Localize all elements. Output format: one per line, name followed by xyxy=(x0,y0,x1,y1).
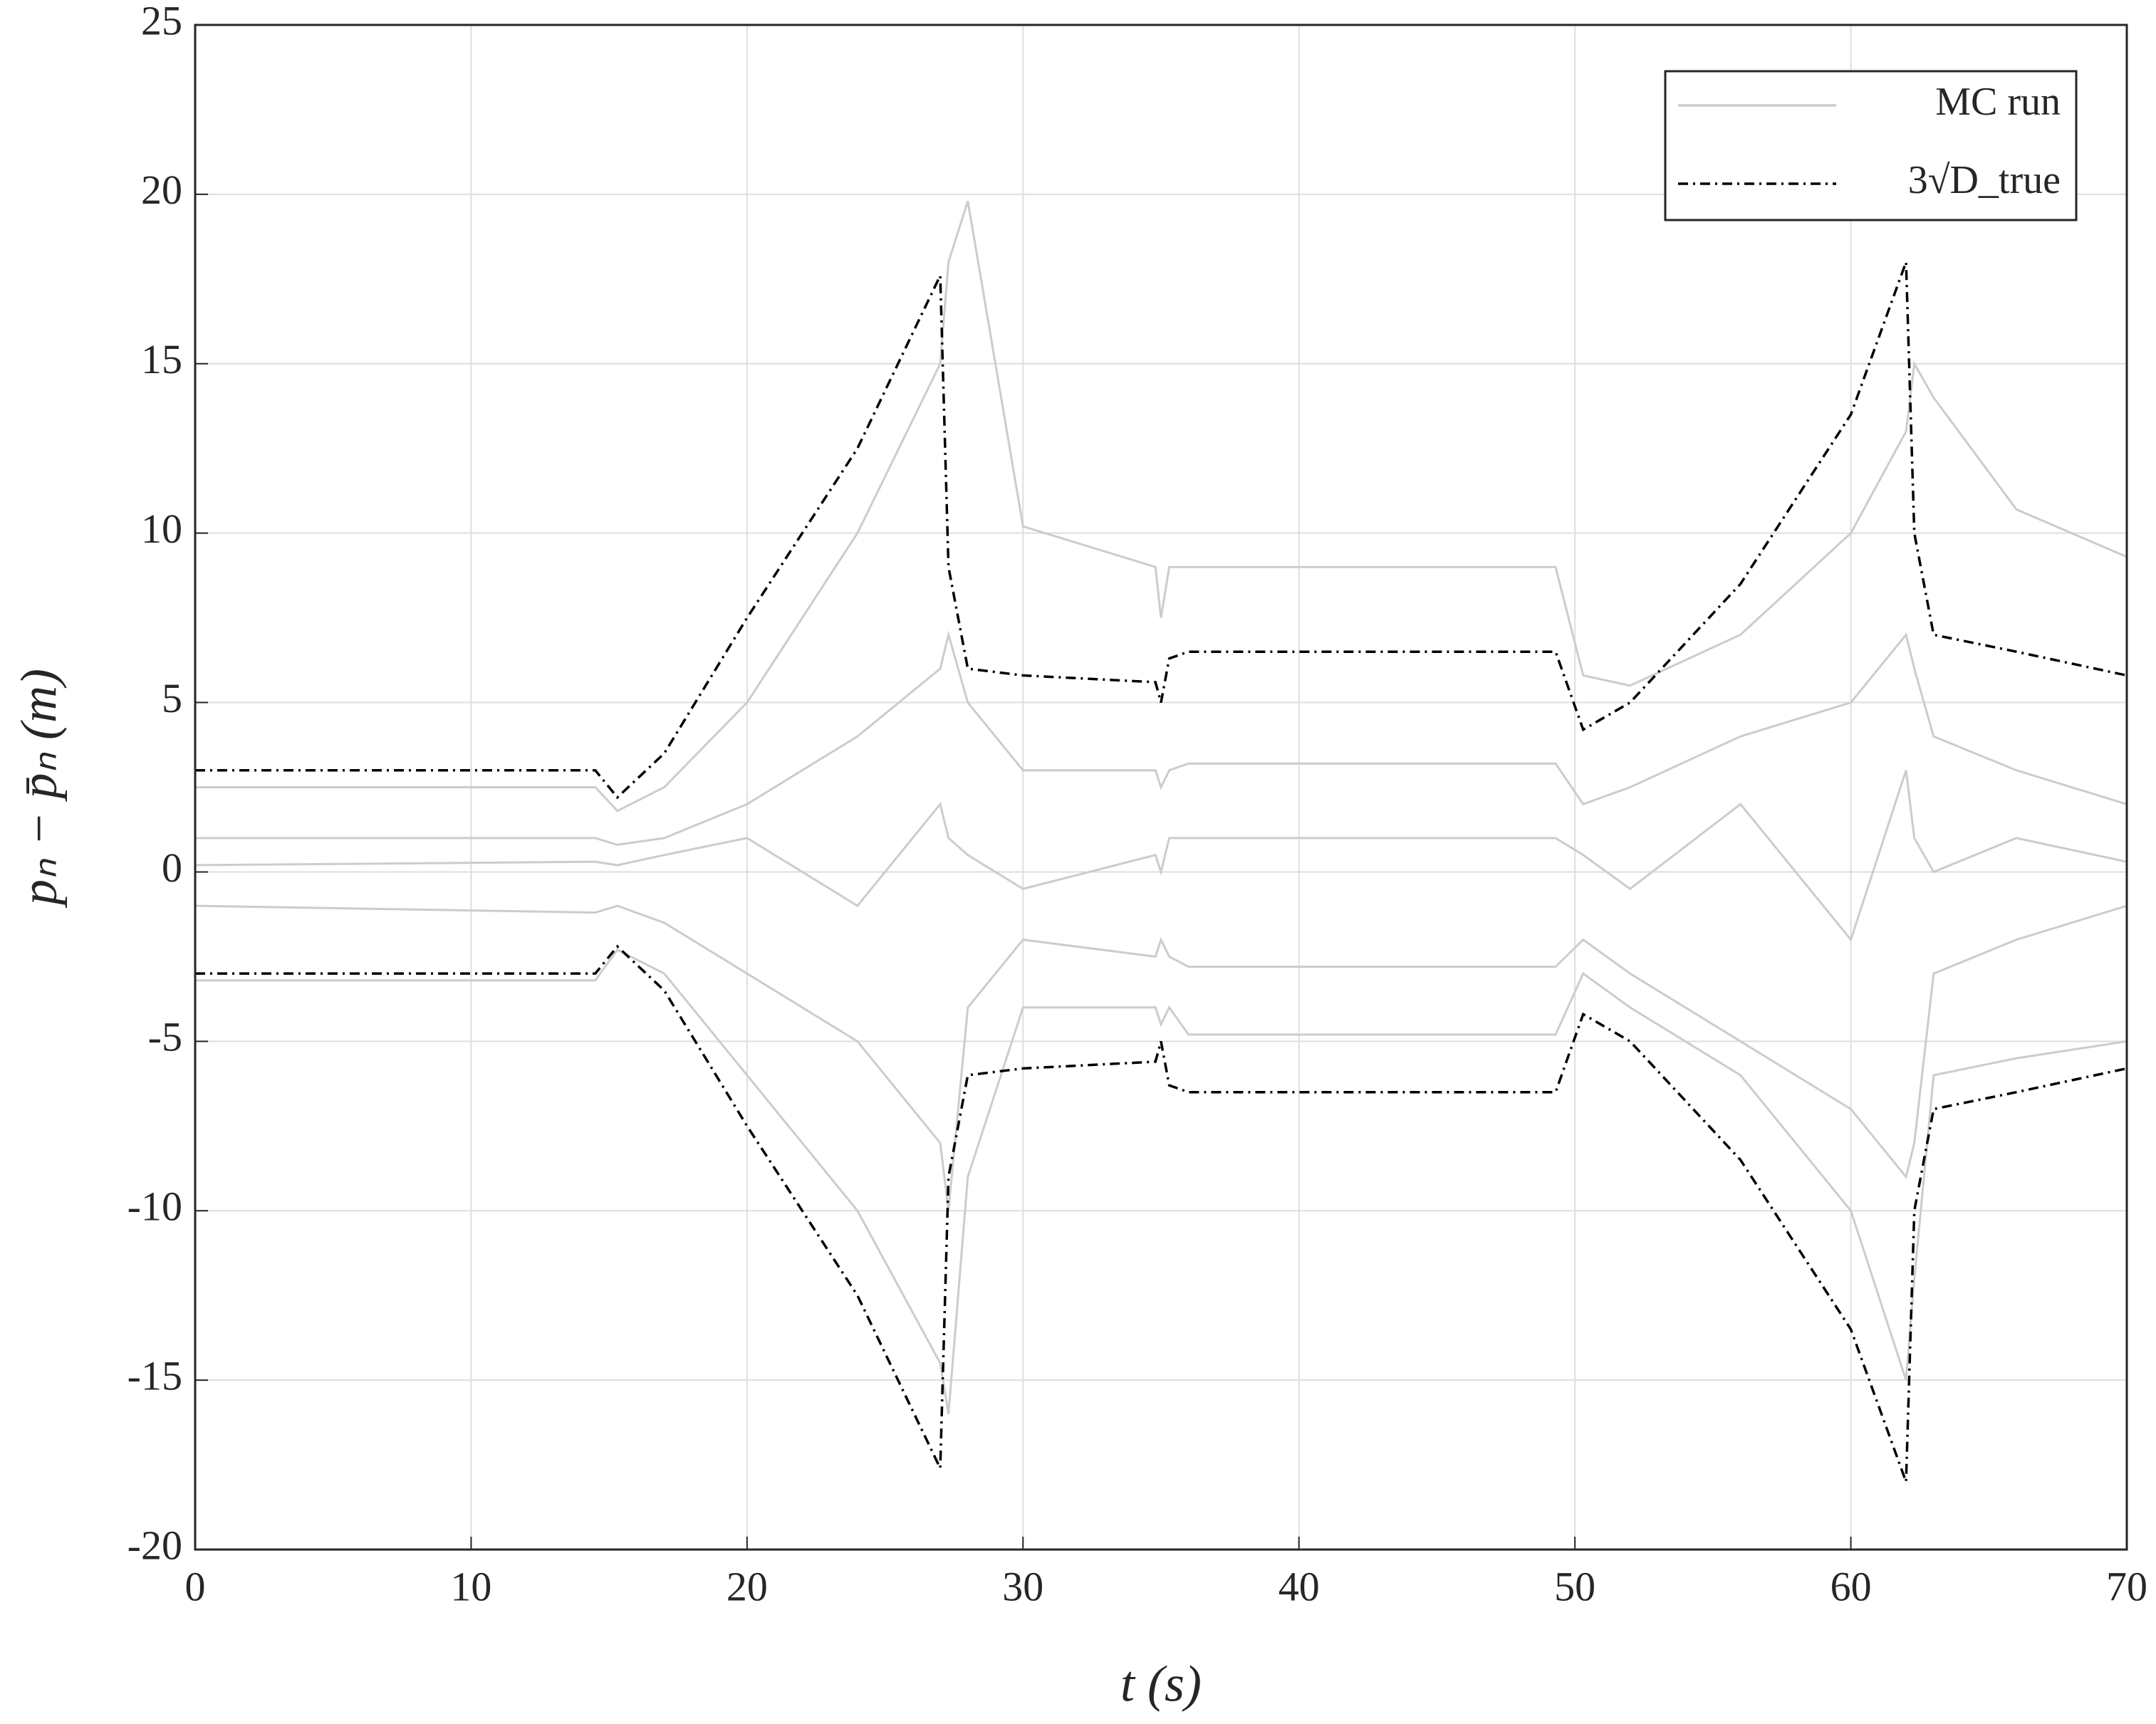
legend-box xyxy=(1664,70,2078,221)
legend-label: MC run xyxy=(1935,80,2061,124)
x-axis-label: t (s) xyxy=(1120,1656,1202,1713)
x-tick-label: 50 xyxy=(1554,1563,1595,1609)
y-tick-label: 20 xyxy=(141,167,182,213)
mc-run-line xyxy=(195,630,2128,846)
mc-run-line xyxy=(194,770,2128,942)
x-tick-label: 70 xyxy=(2106,1563,2147,1609)
legend-label: 3√D_true xyxy=(1908,158,2061,202)
y-axis-label: pₙ − p̄ₙ (m) xyxy=(11,669,68,909)
y-tick-label: -20 xyxy=(127,1522,182,1568)
mc-run-line xyxy=(195,948,2128,1414)
x-tick-label: 10 xyxy=(450,1563,491,1609)
mc-run-line xyxy=(195,200,2128,813)
y-tick-label: -10 xyxy=(127,1184,182,1230)
y-tick-label: -15 xyxy=(127,1352,182,1399)
mc-run-line xyxy=(194,904,2128,1211)
x-tick-label: 0 xyxy=(185,1563,206,1609)
y-tick-label: 10 xyxy=(141,506,182,552)
x-tick-label: 60 xyxy=(1830,1563,1872,1609)
bound-line xyxy=(195,261,2128,800)
x-tick-label: 20 xyxy=(727,1563,768,1609)
y-tick-label: 0 xyxy=(162,845,182,891)
axes-box xyxy=(194,23,2128,1551)
x-tick-label: 40 xyxy=(1279,1563,1320,1609)
bound-line xyxy=(195,944,2128,1483)
y-tick-label: 5 xyxy=(162,675,182,721)
y-tick-label: 25 xyxy=(141,0,182,43)
y-tick-label: 15 xyxy=(141,336,182,382)
x-tick-label: 30 xyxy=(1002,1563,1043,1609)
y-tick-label: -5 xyxy=(148,1014,182,1060)
